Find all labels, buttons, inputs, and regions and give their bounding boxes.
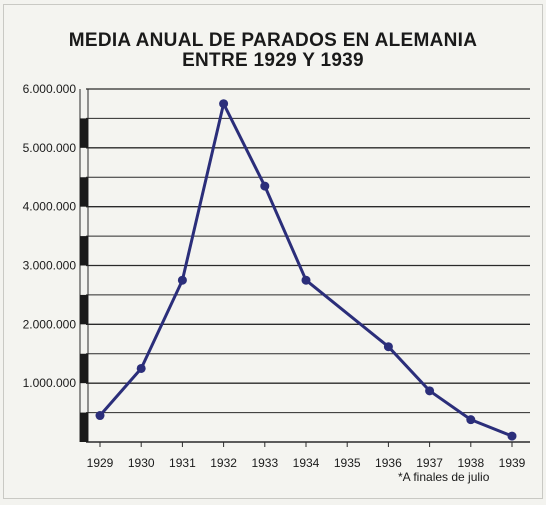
y-axis-segment xyxy=(80,412,88,442)
x-tick-label: 1934 xyxy=(293,456,320,470)
data-point xyxy=(219,99,229,109)
y-axis-segment xyxy=(80,294,88,325)
series-line xyxy=(98,102,513,438)
x-tick-label: 1929 xyxy=(87,456,114,470)
data-point xyxy=(95,411,105,421)
x-tick-label: 1931 xyxy=(169,456,196,470)
x-tick-label: 1930 xyxy=(128,456,155,470)
chart-subtitle: ENTRE 1929 Y 1939 xyxy=(182,50,364,71)
x-tick-label: 1936 xyxy=(375,456,402,470)
data-point xyxy=(507,431,517,441)
x-tick-label: 1935 xyxy=(334,456,361,470)
x-tick-label: 1939 xyxy=(499,456,526,470)
y-tick-label: 4.000.000 xyxy=(23,200,77,214)
y-tick-label: 6.000.000 xyxy=(23,82,77,96)
y-axis-segment xyxy=(80,177,88,207)
y-tick-label: 2.000.000 xyxy=(23,317,77,331)
data-point xyxy=(136,363,146,373)
data-point xyxy=(301,275,311,285)
data-point xyxy=(260,181,270,191)
y-axis-segment xyxy=(80,353,88,384)
y-tick-label: 1.000.000 xyxy=(23,376,77,390)
footnote: *A finales de julio xyxy=(398,470,490,484)
data-point xyxy=(383,342,393,352)
x-tick-label: 1932 xyxy=(210,456,237,470)
chart-frame xyxy=(3,4,543,499)
data-point xyxy=(425,386,435,396)
data-point xyxy=(466,415,476,425)
x-tick-label: 1938 xyxy=(457,456,484,470)
data-point xyxy=(177,275,187,285)
x-tick-label: 1933 xyxy=(251,456,278,470)
y-tick-label: 5.000.000 xyxy=(23,141,77,155)
y-axis-segment xyxy=(80,236,88,266)
chart-title: MEDIA ANUAL DE PARADOS EN ALEMANIA xyxy=(68,30,478,51)
y-tick-label: 3.000.000 xyxy=(23,259,77,273)
x-tick-label: 1937 xyxy=(416,456,443,470)
y-axis-segment xyxy=(80,118,88,148)
